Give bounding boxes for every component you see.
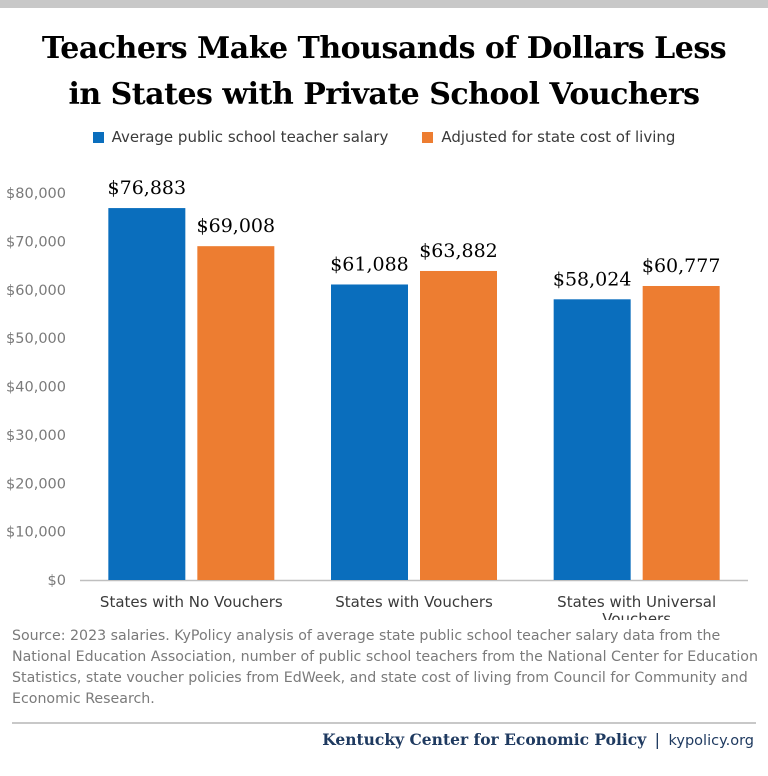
data-label: $60,777 — [642, 255, 721, 277]
bar — [553, 299, 631, 580]
chart-title: Teachers Make Thousands of Dollars Less … — [0, 26, 768, 118]
y-tick-label: $50,000 — [6, 331, 66, 347]
legend-item-series-2: Adjusted for state cost of living — [422, 128, 675, 146]
y-tick-label: $40,000 — [6, 380, 66, 396]
bar — [420, 270, 497, 580]
legend-swatch-series-1 — [92, 131, 104, 143]
y-tick-label: $0 — [48, 573, 66, 589]
data-label: $76,883 — [108, 177, 187, 199]
y-tick-label: $60,000 — [6, 283, 66, 299]
data-label: $63,882 — [419, 240, 498, 262]
legend-swatch-series-2 — [422, 131, 434, 143]
data-label: $58,024 — [553, 268, 632, 290]
footer-url[interactable]: kypolicy.org — [668, 733, 754, 749]
x-tick-label: States with Vouchers — [335, 593, 493, 611]
y-tick-label: $70,000 — [6, 234, 66, 250]
title-line-1: Teachers Make Thousands of Dollars Less — [41, 31, 727, 66]
legend-label-series-2: Adjusted for state cost of living — [441, 128, 676, 146]
footer-divider — [12, 722, 756, 724]
bar — [197, 246, 275, 580]
data-label: $69,008 — [197, 215, 276, 237]
x-tick-label: Vouchers — [602, 610, 671, 620]
legend: Average public school teacher salary Adj… — [0, 128, 768, 146]
y-tick-label: $30,000 — [6, 428, 66, 444]
x-tick-label: States with Universal — [557, 593, 716, 611]
bar — [642, 285, 720, 580]
footer-separator: | — [654, 730, 661, 749]
y-tick-label: $80,000 — [6, 186, 66, 202]
legend-label-series-1: Average public school teacher salary — [111, 128, 389, 146]
bar-chart: $0 $10,000 $20,000 $30,000 $40,000 $50,000 $60… — [6, 177, 748, 620]
bar — [331, 284, 408, 580]
y-tick-label: $10,000 — [6, 525, 66, 541]
x-tick-label: States with No Vouchers — [100, 593, 283, 611]
y-tick-label: $20,000 — [6, 476, 66, 492]
bar — [108, 208, 186, 580]
footer: Kentucky Center for Economic Policy | ky… — [322, 729, 754, 752]
data-label: $61,088 — [330, 253, 409, 275]
legend-item-series-1: Average public school teacher salary — [92, 128, 389, 146]
title-line-2: in States with Private School Vouchers — [68, 77, 700, 112]
source-note: Source: 2023 salaries. KyPolicy analysis… — [12, 628, 758, 707]
footer-org-name: Kentucky Center for Economic Policy — [322, 730, 647, 749]
top-border — [0, 0, 768, 8]
